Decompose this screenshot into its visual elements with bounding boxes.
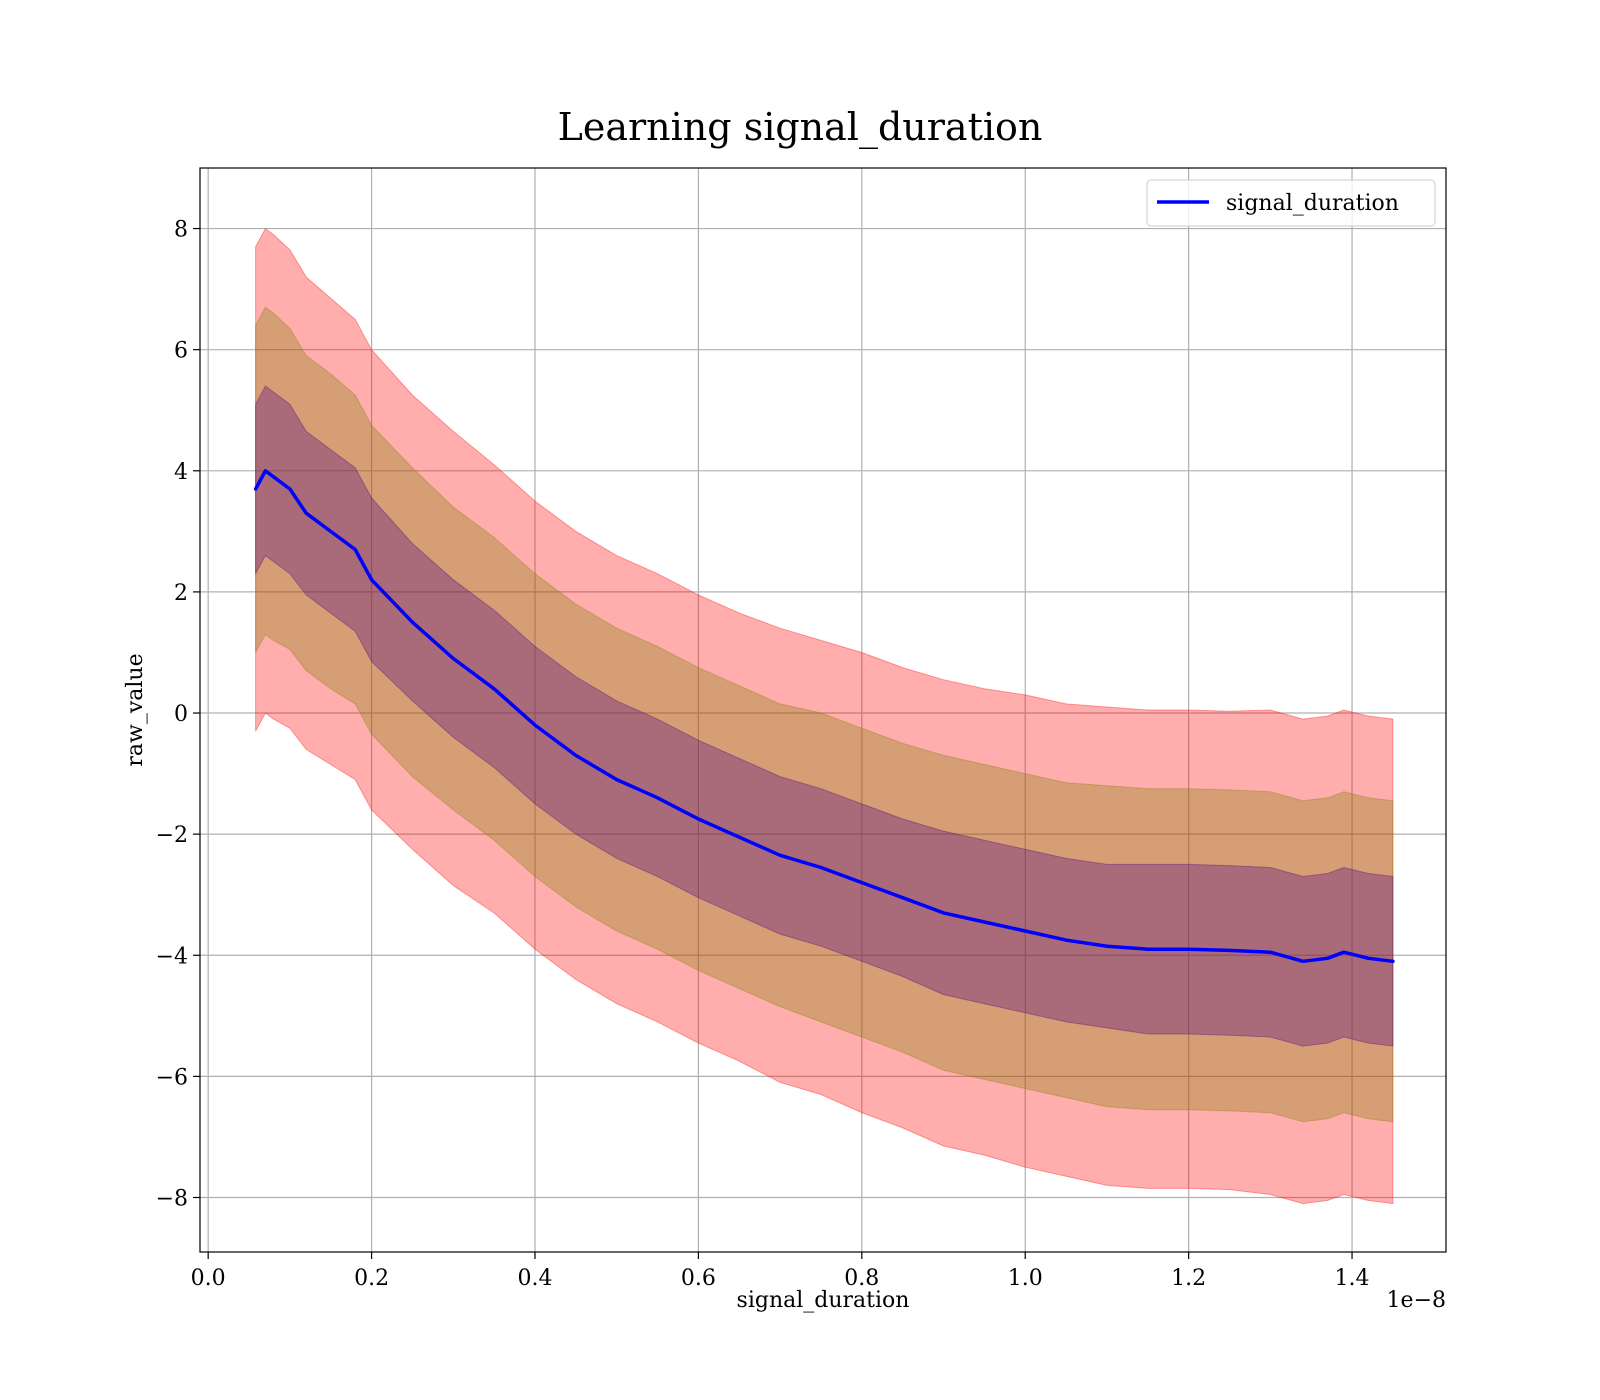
confidence-bands: [255, 227, 1394, 1205]
y-tick-label: −6: [156, 1065, 188, 1090]
series-line-signal-duration: [253, 469, 1395, 964]
x-tick-label: 1.4: [1335, 1266, 1370, 1291]
legend-box: [1146, 179, 1436, 227]
x-tick-label: 0.4: [517, 1266, 552, 1291]
x-axis: 0.0 0.2 0.4 0.6 0.8 1.0 1.2 1.4: [191, 1252, 1370, 1291]
x-offset-label: 1e−8: [1387, 1288, 1446, 1313]
x-tick-label: 0.0: [191, 1266, 226, 1291]
x-tick-label: 0.6: [681, 1266, 716, 1291]
y-tick-label: 2: [174, 581, 188, 606]
x-axis-label: signal_duration: [737, 1288, 910, 1313]
y-tick-label: 8: [174, 218, 188, 243]
y-tick-label: 0: [174, 702, 188, 727]
y-axis: −8 −6 −4 −2 0 2 4 6 8: [156, 218, 200, 1211]
y-axis-label: raw_value: [123, 653, 148, 766]
x-tick-label: 0.8: [844, 1266, 879, 1291]
band-middle: [255, 306, 1394, 1123]
y-tick-label: −4: [156, 944, 188, 969]
plot-frame: [199, 167, 1447, 1253]
y-tick-label: −8: [156, 1186, 188, 1211]
legend-label-signal-duration: signal_duration: [1226, 191, 1399, 216]
band-inner: [255, 385, 1394, 1047]
x-tick-label: 1.2: [1171, 1266, 1206, 1291]
y-tick-label: −2: [156, 823, 188, 848]
chart-title: Learning signal_duration: [558, 105, 1043, 150]
x-tick-label: 1.0: [1008, 1266, 1043, 1291]
x-tick-label: 0.2: [354, 1266, 389, 1291]
series-lines: [253, 469, 1395, 964]
grid: [200, 168, 1446, 1252]
legend: signal_duration: [1146, 179, 1436, 227]
y-tick-label: 4: [174, 460, 188, 485]
y-tick-label: 6: [174, 339, 188, 364]
band-outer: [255, 227, 1394, 1205]
